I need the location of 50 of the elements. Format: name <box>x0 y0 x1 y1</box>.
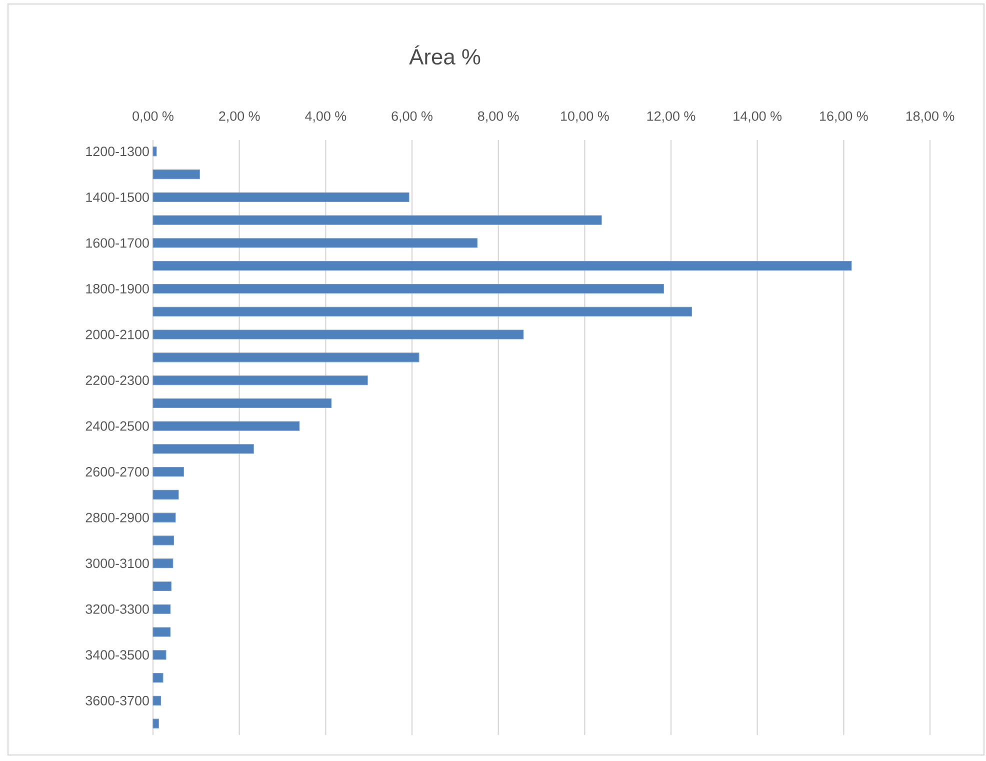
bar <box>152 512 176 522</box>
y-tick-label: 2400-2500 <box>86 421 149 431</box>
x-tick-label: 6,00 % <box>392 111 432 122</box>
bar <box>152 398 332 408</box>
bar <box>152 215 602 225</box>
y-tick-label: 1800-1900 <box>86 284 149 294</box>
bar <box>152 467 184 477</box>
bar <box>152 650 166 660</box>
bar <box>152 558 174 568</box>
x-tick-label: 4,00 % <box>305 111 346 122</box>
bar <box>152 375 368 386</box>
bar <box>152 352 420 362</box>
bar <box>152 261 852 271</box>
x-tick-label: 8,00 % <box>478 111 519 122</box>
y-tick-label: 2200-2300 <box>86 376 149 386</box>
bar <box>152 330 524 340</box>
bar <box>152 170 200 180</box>
x-tick-label: 10,00 % <box>561 111 609 122</box>
bar <box>152 718 159 728</box>
chart-title: Área % <box>409 45 480 65</box>
x-tick-label: 14,00 % <box>734 111 782 122</box>
bar <box>152 696 162 706</box>
bar <box>152 192 410 202</box>
y-tick-label: 3600-3700 <box>86 696 149 706</box>
y-tick-label: 3000-3100 <box>86 558 149 568</box>
bar <box>152 536 174 546</box>
bar <box>152 627 171 637</box>
bar <box>152 146 157 156</box>
bar <box>152 284 664 294</box>
y-tick-label: 2600-2700 <box>86 467 149 477</box>
bar <box>152 421 300 431</box>
x-tick-label: 0,00 % <box>132 111 174 122</box>
y-tick-label: 3400-3500 <box>86 650 149 660</box>
bar <box>152 672 164 683</box>
x-tick-label: 16,00 % <box>820 111 868 122</box>
bar <box>152 444 254 454</box>
bar <box>152 604 171 614</box>
x-tick-label: 12,00 % <box>647 111 696 122</box>
y-tick-label: 1200-1300 <box>86 146 149 156</box>
x-tick-label: 18,00 % <box>906 111 954 122</box>
y-tick-label: 1400-1500 <box>86 192 149 202</box>
bar <box>152 581 172 592</box>
bar <box>152 306 692 316</box>
bar <box>152 490 179 500</box>
x-tick-label: 2,00 % <box>219 111 260 122</box>
bar <box>152 238 478 248</box>
y-tick-label: 1600-1700 <box>86 238 149 248</box>
y-tick-label: 3200-3300 <box>86 604 149 614</box>
y-tick-label: 2000-2100 <box>86 330 149 340</box>
y-tick-label: 2800-2900 <box>86 512 149 522</box>
